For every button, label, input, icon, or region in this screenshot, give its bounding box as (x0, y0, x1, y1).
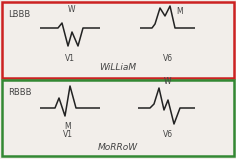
Text: V1: V1 (65, 54, 75, 63)
FancyBboxPatch shape (2, 80, 234, 156)
Text: RBBB: RBBB (8, 88, 31, 97)
Text: V6: V6 (163, 130, 173, 139)
FancyBboxPatch shape (2, 2, 234, 78)
Text: W: W (68, 5, 76, 14)
Text: LBBB: LBBB (8, 10, 30, 19)
Text: W: W (164, 77, 172, 86)
Text: M: M (176, 7, 183, 17)
Text: M: M (65, 122, 71, 131)
Text: V1: V1 (63, 130, 73, 139)
Text: WiLLiaM: WiLLiaM (99, 63, 137, 73)
Text: MoRRoW: MoRRoW (98, 142, 138, 152)
Text: V6: V6 (163, 54, 173, 63)
